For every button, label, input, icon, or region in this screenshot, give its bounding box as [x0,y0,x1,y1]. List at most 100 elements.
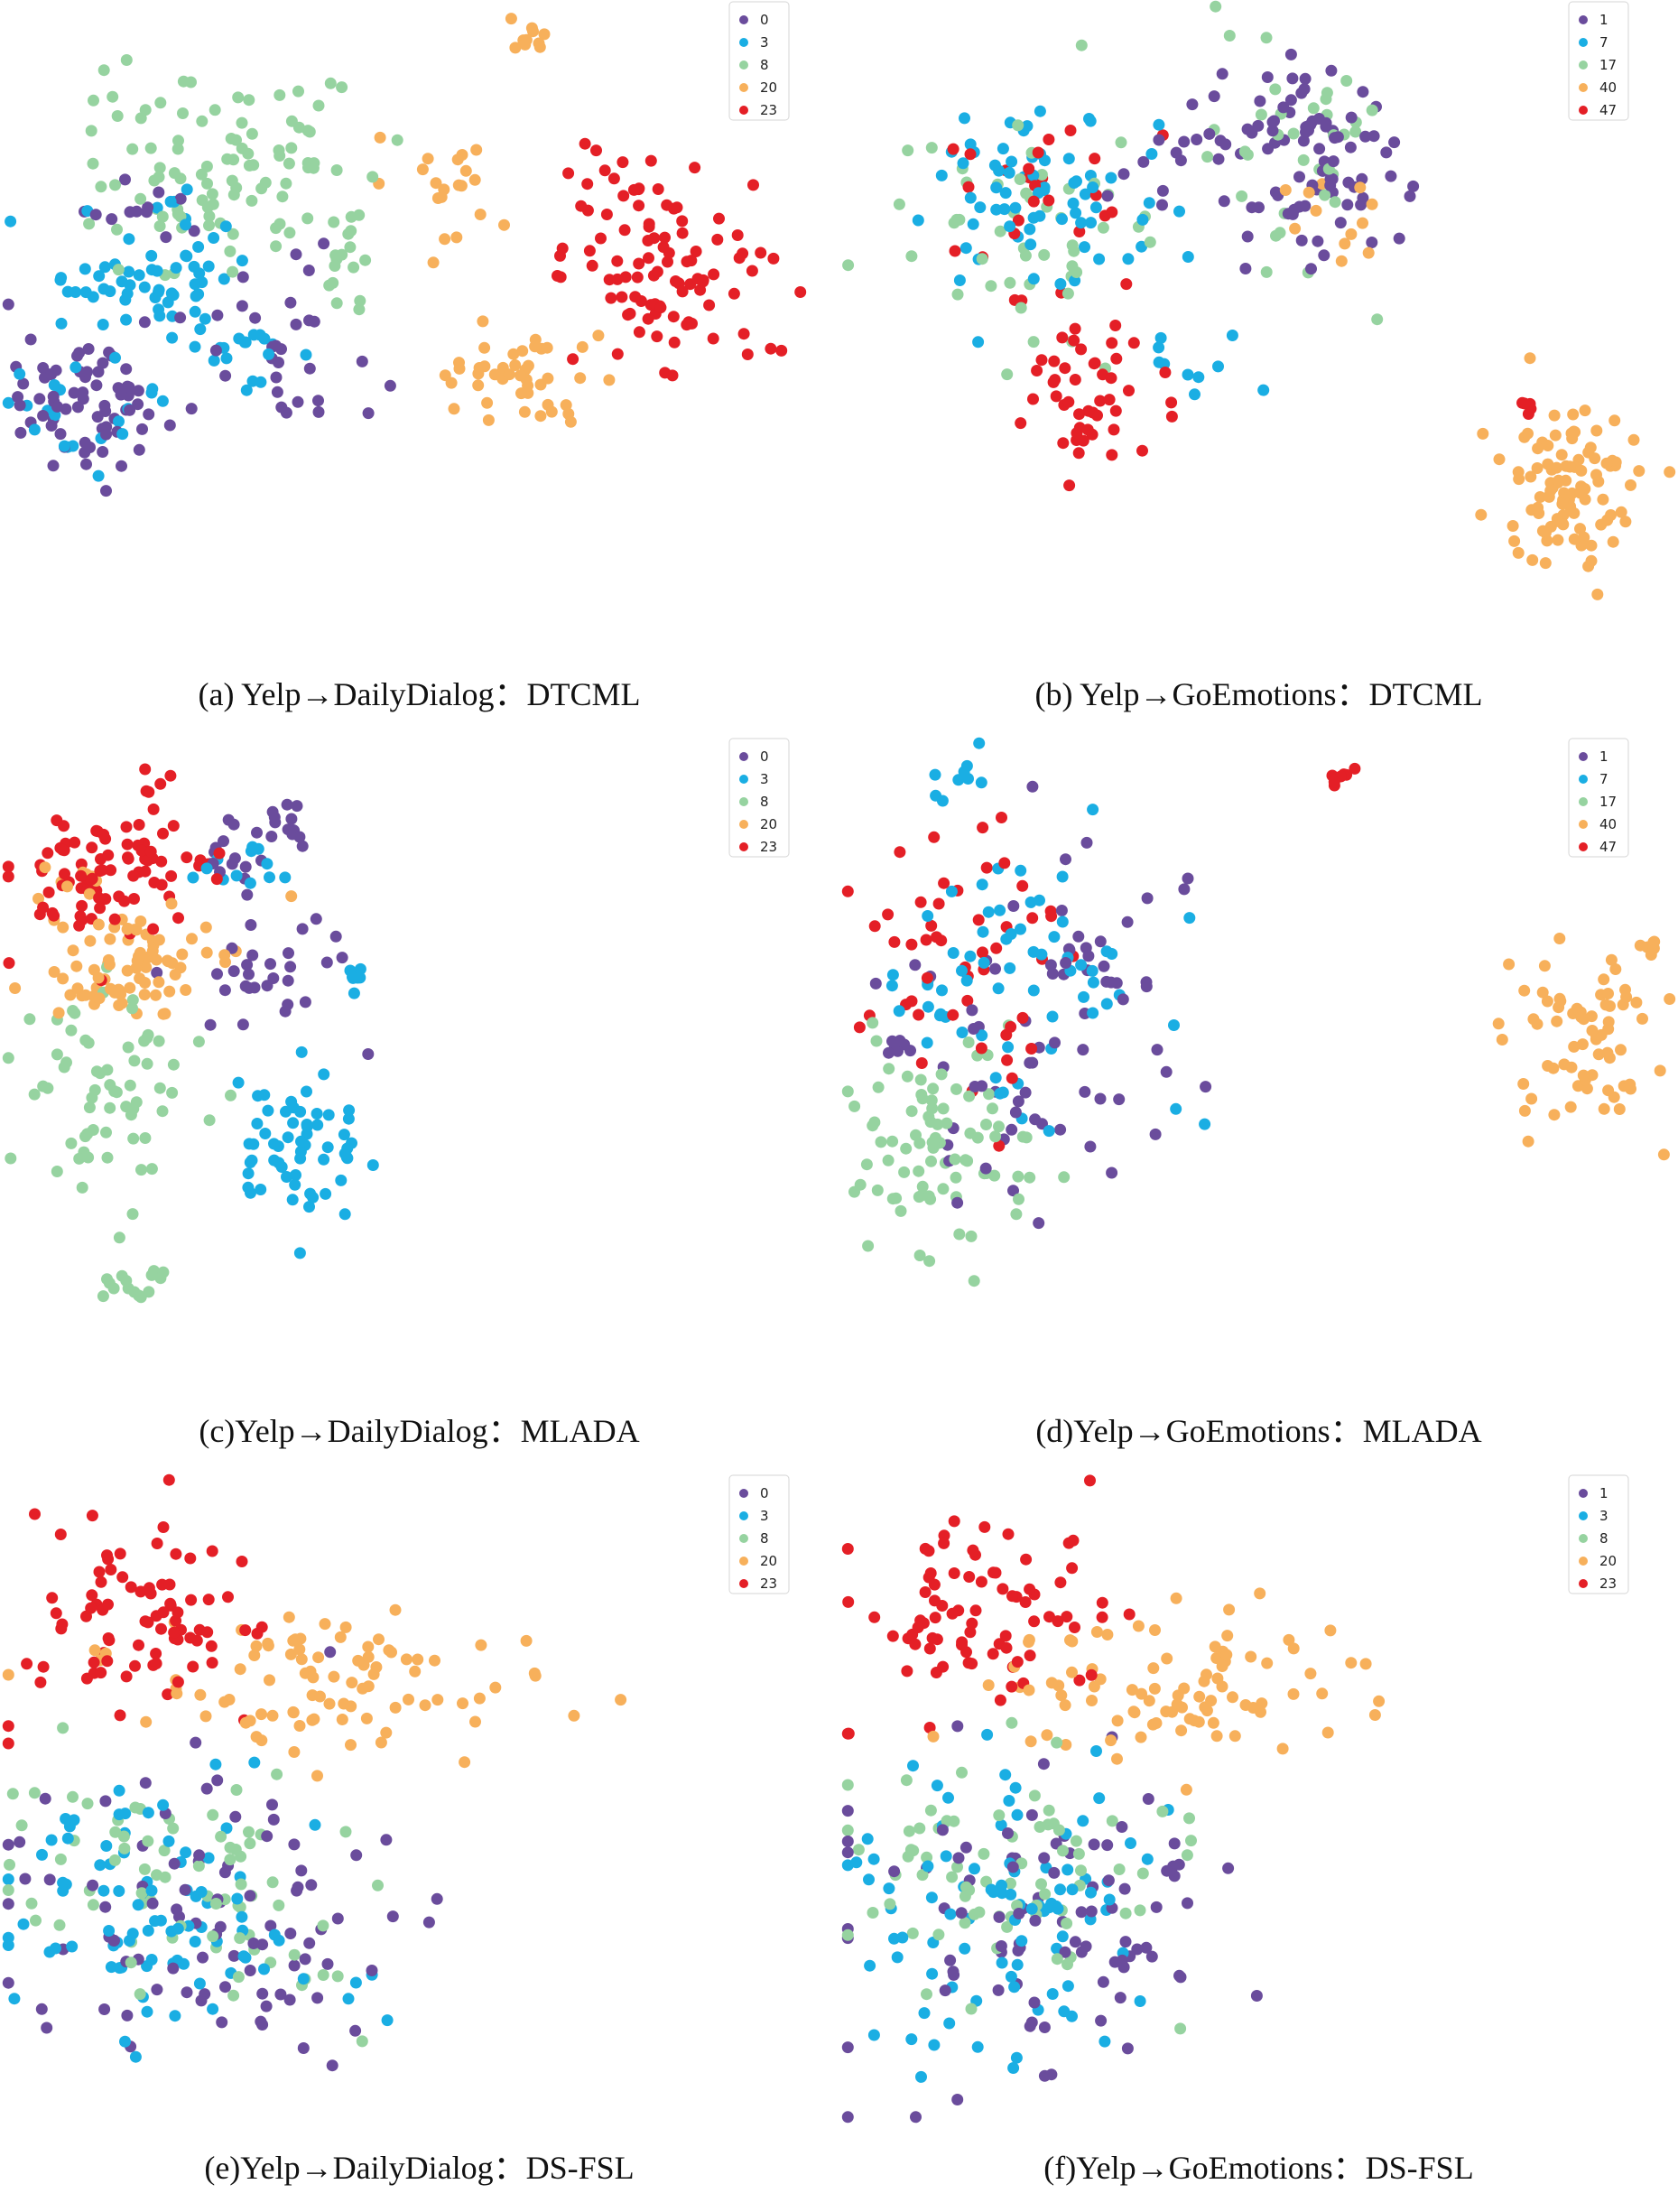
scatter-point-class-0 [299,996,311,1008]
scatter-point-class-1 [1024,2020,1036,2032]
scatter-point-class-3 [1141,1853,1154,1865]
scatter-point-class-23 [116,1571,129,1584]
scatter-point-class-0 [195,1994,208,2007]
scatter-point-class-7 [1046,1010,1059,1023]
scatter-point-class-20 [538,28,551,41]
legend-frame [728,1,790,121]
scatter-point-class-0 [97,446,109,458]
scatter-point-class-17 [927,1136,940,1148]
scatter-point-class-20 [1101,1629,1114,1640]
scatter-point-class-17 [1329,196,1341,209]
legend-marker-0 [739,1489,748,1498]
scatter-point-class-20 [1210,1730,1223,1743]
scatter-point-class-3 [242,1181,255,1194]
scatter-point-class-17 [925,1094,938,1107]
scatter-point-class-47 [1136,444,1148,457]
scatter-point-class-7 [1034,894,1045,906]
scatter-point-class-8 [301,212,314,225]
scatter-point-class-23 [75,869,88,882]
scatter-point-class-20 [255,1708,267,1721]
scatter-point-class-17 [1236,190,1248,202]
scatter-point-class-23 [562,167,575,180]
scatter-point-class-8 [1119,1907,1132,1919]
scatter-point-class-1 [910,2111,922,2124]
scatter-point-class-20 [180,984,192,996]
scatter-point-class-40 [1568,507,1581,519]
scatter-point-class-0 [146,1897,159,1910]
scatter-point-class-3 [153,310,166,322]
scatter-point-class-3 [287,1117,300,1129]
scatter-point-class-0 [218,984,231,997]
scatter-point-class-0 [119,173,131,186]
scatter-point-class-47 [1072,447,1085,460]
scatter-point-class-23 [926,1631,939,1644]
scatter-point-class-3 [36,1848,48,1861]
scatter-point-class-47 [998,857,1011,869]
scatter-point-class-8 [348,261,360,274]
scatter-point-class-23 [1024,1583,1036,1595]
legend-label-0: 0 [760,748,769,765]
scatter-point-class-8 [158,1845,171,1857]
scatter-point-class-8 [1136,1867,1149,1880]
scatter-point-class-47 [961,994,974,1007]
scatter-point-class-8 [1043,1804,1055,1817]
scatter-point-class-3 [925,1891,938,1904]
scatter-point-class-1 [1254,95,1266,107]
scatter-point-class-20 [334,1631,347,1643]
scatter-point-class-3 [1125,1837,1136,1849]
scatter-point-class-23 [56,843,69,856]
scatter-point-class-23 [964,1626,977,1639]
scatter-point-class-8 [273,144,285,156]
scatter-point-class-8 [135,1164,147,1176]
scatter-point-class-8 [135,1887,148,1900]
scatter-point-class-23 [579,137,591,150]
legend-label-7: 7 [1599,34,1608,51]
scatter-point-class-0 [204,1018,217,1031]
scatter-point-class-8 [852,1844,865,1856]
scatter-point-class-20 [79,989,92,1001]
caption-d: (d)Yelp→GoEmotions：MLADA [1035,1413,1482,1449]
scatter-point-class-40 [1492,1018,1505,1030]
scatter-point-class-3 [239,336,252,349]
scatter-point-class-7 [1087,976,1099,989]
scatter-point-class-23 [581,178,594,191]
scatter-point-class-23 [590,144,602,157]
scatter-point-class-40 [1551,513,1563,525]
scatter-point-class-3 [156,395,169,407]
scatter-point-class-23 [668,202,680,215]
scatter-point-class-7 [993,164,1006,177]
scatter-point-class-1 [1151,1044,1163,1056]
scatter-point-class-1 [1266,116,1279,128]
scatter-point-class-1 [1320,116,1332,129]
scatter-point-class-23 [765,342,777,355]
scatter-point-class-0 [2,298,14,311]
scatter-point-class-8 [116,1269,128,1282]
scatter-point-class-0 [299,1953,311,1966]
scatter-point-class-0 [37,362,50,374]
scatter-point-class-47 [1016,1011,1029,1024]
scatter-point-class-0 [14,426,27,439]
scatter-point-class-40 [1518,1104,1531,1117]
scatter-point-class-1 [1019,1086,1032,1099]
scatter-point-class-0 [291,800,303,813]
scatter-point-class-8 [978,1847,990,1860]
scatter-point-class-7 [1079,188,1091,200]
scatter-point-class-20 [71,982,84,995]
scatter-point-class-8 [37,1080,50,1092]
scatter-point-class-0 [266,1798,278,1811]
scatter-point-class-20 [1221,1630,1234,1642]
scatter-point-class-8 [145,1269,158,1281]
scatter-point-class-1 [936,1824,949,1836]
legend-label-23: 23 [760,839,777,855]
scatter-point-class-0 [97,357,109,369]
panel-f: 1 3 8 20 23 (f)Yelp→GoEmotions：DS-FSL [839,1473,1678,2210]
scatter-point-class-23 [728,287,740,300]
scatter-point-class-1 [1178,135,1191,148]
scatter-point-class-8 [232,1971,245,1984]
scatter-point-class-3 [92,469,105,482]
scatter-point-class-8 [243,159,255,172]
legend-label-40: 40 [1599,79,1617,96]
scatter-point-class-1 [1250,1990,1263,2002]
scatter-point-class-3 [309,1818,321,1831]
scatter-point-class-23 [202,1594,215,1606]
